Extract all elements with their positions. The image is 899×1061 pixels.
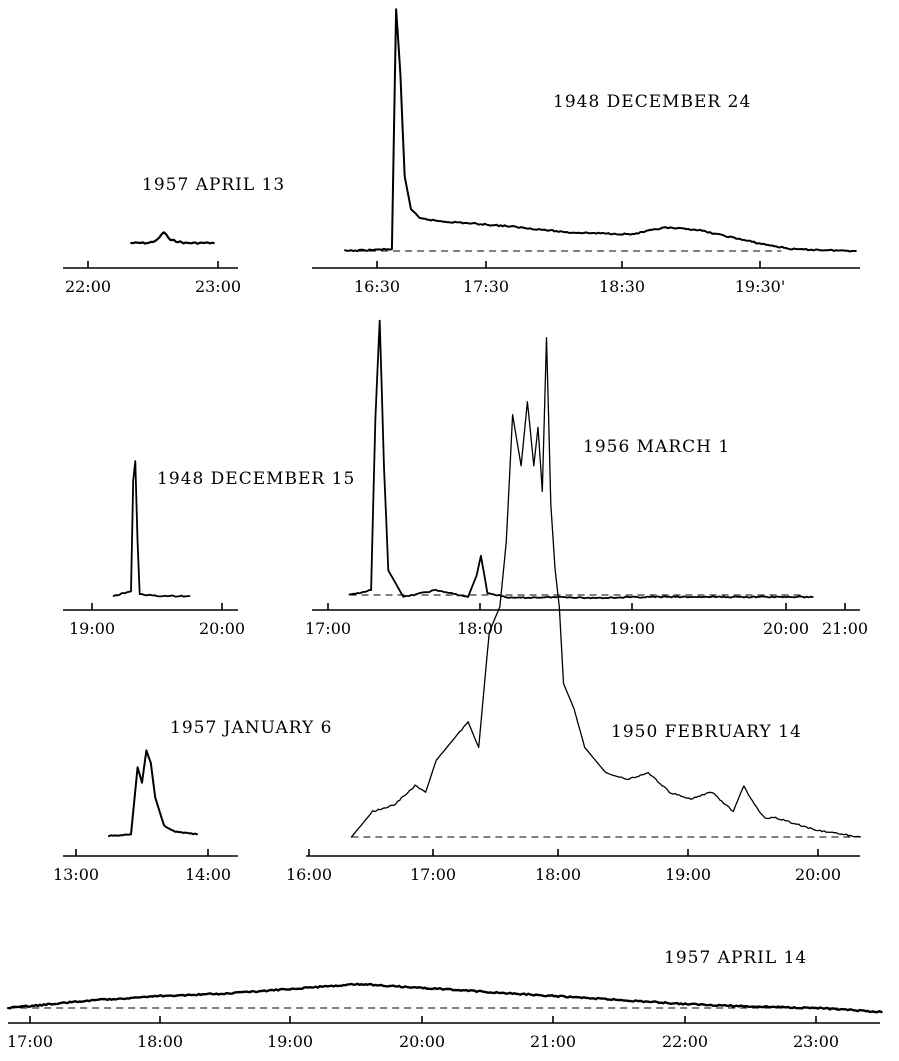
panel-1-flux-curve [130, 231, 215, 245]
panel-4-tick-label: 17:00 [305, 619, 351, 638]
panel-5-flux-curve [108, 749, 198, 838]
panel-7-tick-label: 17:00 [7, 1032, 53, 1051]
panel-2-tick-label: 18:30 [599, 277, 645, 296]
panel-6-tick-label: 18:00 [535, 865, 581, 884]
panel-6-title: 1950 FEBRUARY 14 [611, 722, 802, 742]
panel-4-tick-label: 18:00 [457, 619, 503, 638]
panel-7-tick-label: 19:00 [267, 1032, 313, 1051]
panel-5-tick-label: 13:00 [53, 865, 99, 884]
panel-4-tick-label: 19:00 [609, 619, 655, 638]
panel-4-flux-curve [348, 319, 814, 600]
panel-3-flux-curve [112, 460, 191, 598]
panel-5-tick-label: 14:00 [185, 865, 231, 884]
panel-6-flux-curve [350, 337, 862, 838]
panel-6-tick-label: 16:00 [286, 865, 332, 884]
panel-7-tick-label: 20:00 [399, 1032, 445, 1051]
panel-3-tick-label: 20:00 [199, 619, 245, 638]
panel-4-title: 1956 MARCH 1 [583, 437, 730, 457]
panel-7-flux-curve [6, 982, 883, 1014]
panel-3-tick-label: 19:00 [69, 619, 115, 638]
panel-7-tick-label: 22:00 [662, 1032, 708, 1051]
panel-7-tick-label: 18:00 [137, 1032, 183, 1051]
panel-2-tick-label: 16:30 [354, 277, 400, 296]
panel-3-title: 1948 DECEMBER 15 [157, 469, 355, 489]
panel-5-title: 1957 JANUARY 6 [170, 718, 332, 738]
panel-4-tick-label: 21:00 [822, 619, 868, 638]
panel-7-title: 1957 APRIL 14 [664, 948, 807, 968]
panel-2-tick-label: 19:30' [735, 277, 786, 296]
panel-1-tick-label: 22:00 [65, 277, 111, 296]
panel-6-tick-label: 17:00 [410, 865, 456, 884]
panel-2-tick-label: 17:30 [463, 277, 509, 296]
panel-2-title: 1948 DECEMBER 24 [553, 92, 751, 112]
panel-1-title: 1957 APRIL 13 [142, 175, 285, 195]
panel-6-tick-label: 20:00 [795, 865, 841, 884]
panel-4-tick-label: 20:00 [763, 619, 809, 638]
panel-7-tick-label: 23:00 [793, 1032, 839, 1051]
panel-7-tick-label: 21:00 [530, 1032, 576, 1051]
panel-6-tick-label: 19:00 [665, 865, 711, 884]
panel-2-flux-curve [344, 8, 857, 253]
panel-1-tick-label: 23:00 [195, 277, 241, 296]
